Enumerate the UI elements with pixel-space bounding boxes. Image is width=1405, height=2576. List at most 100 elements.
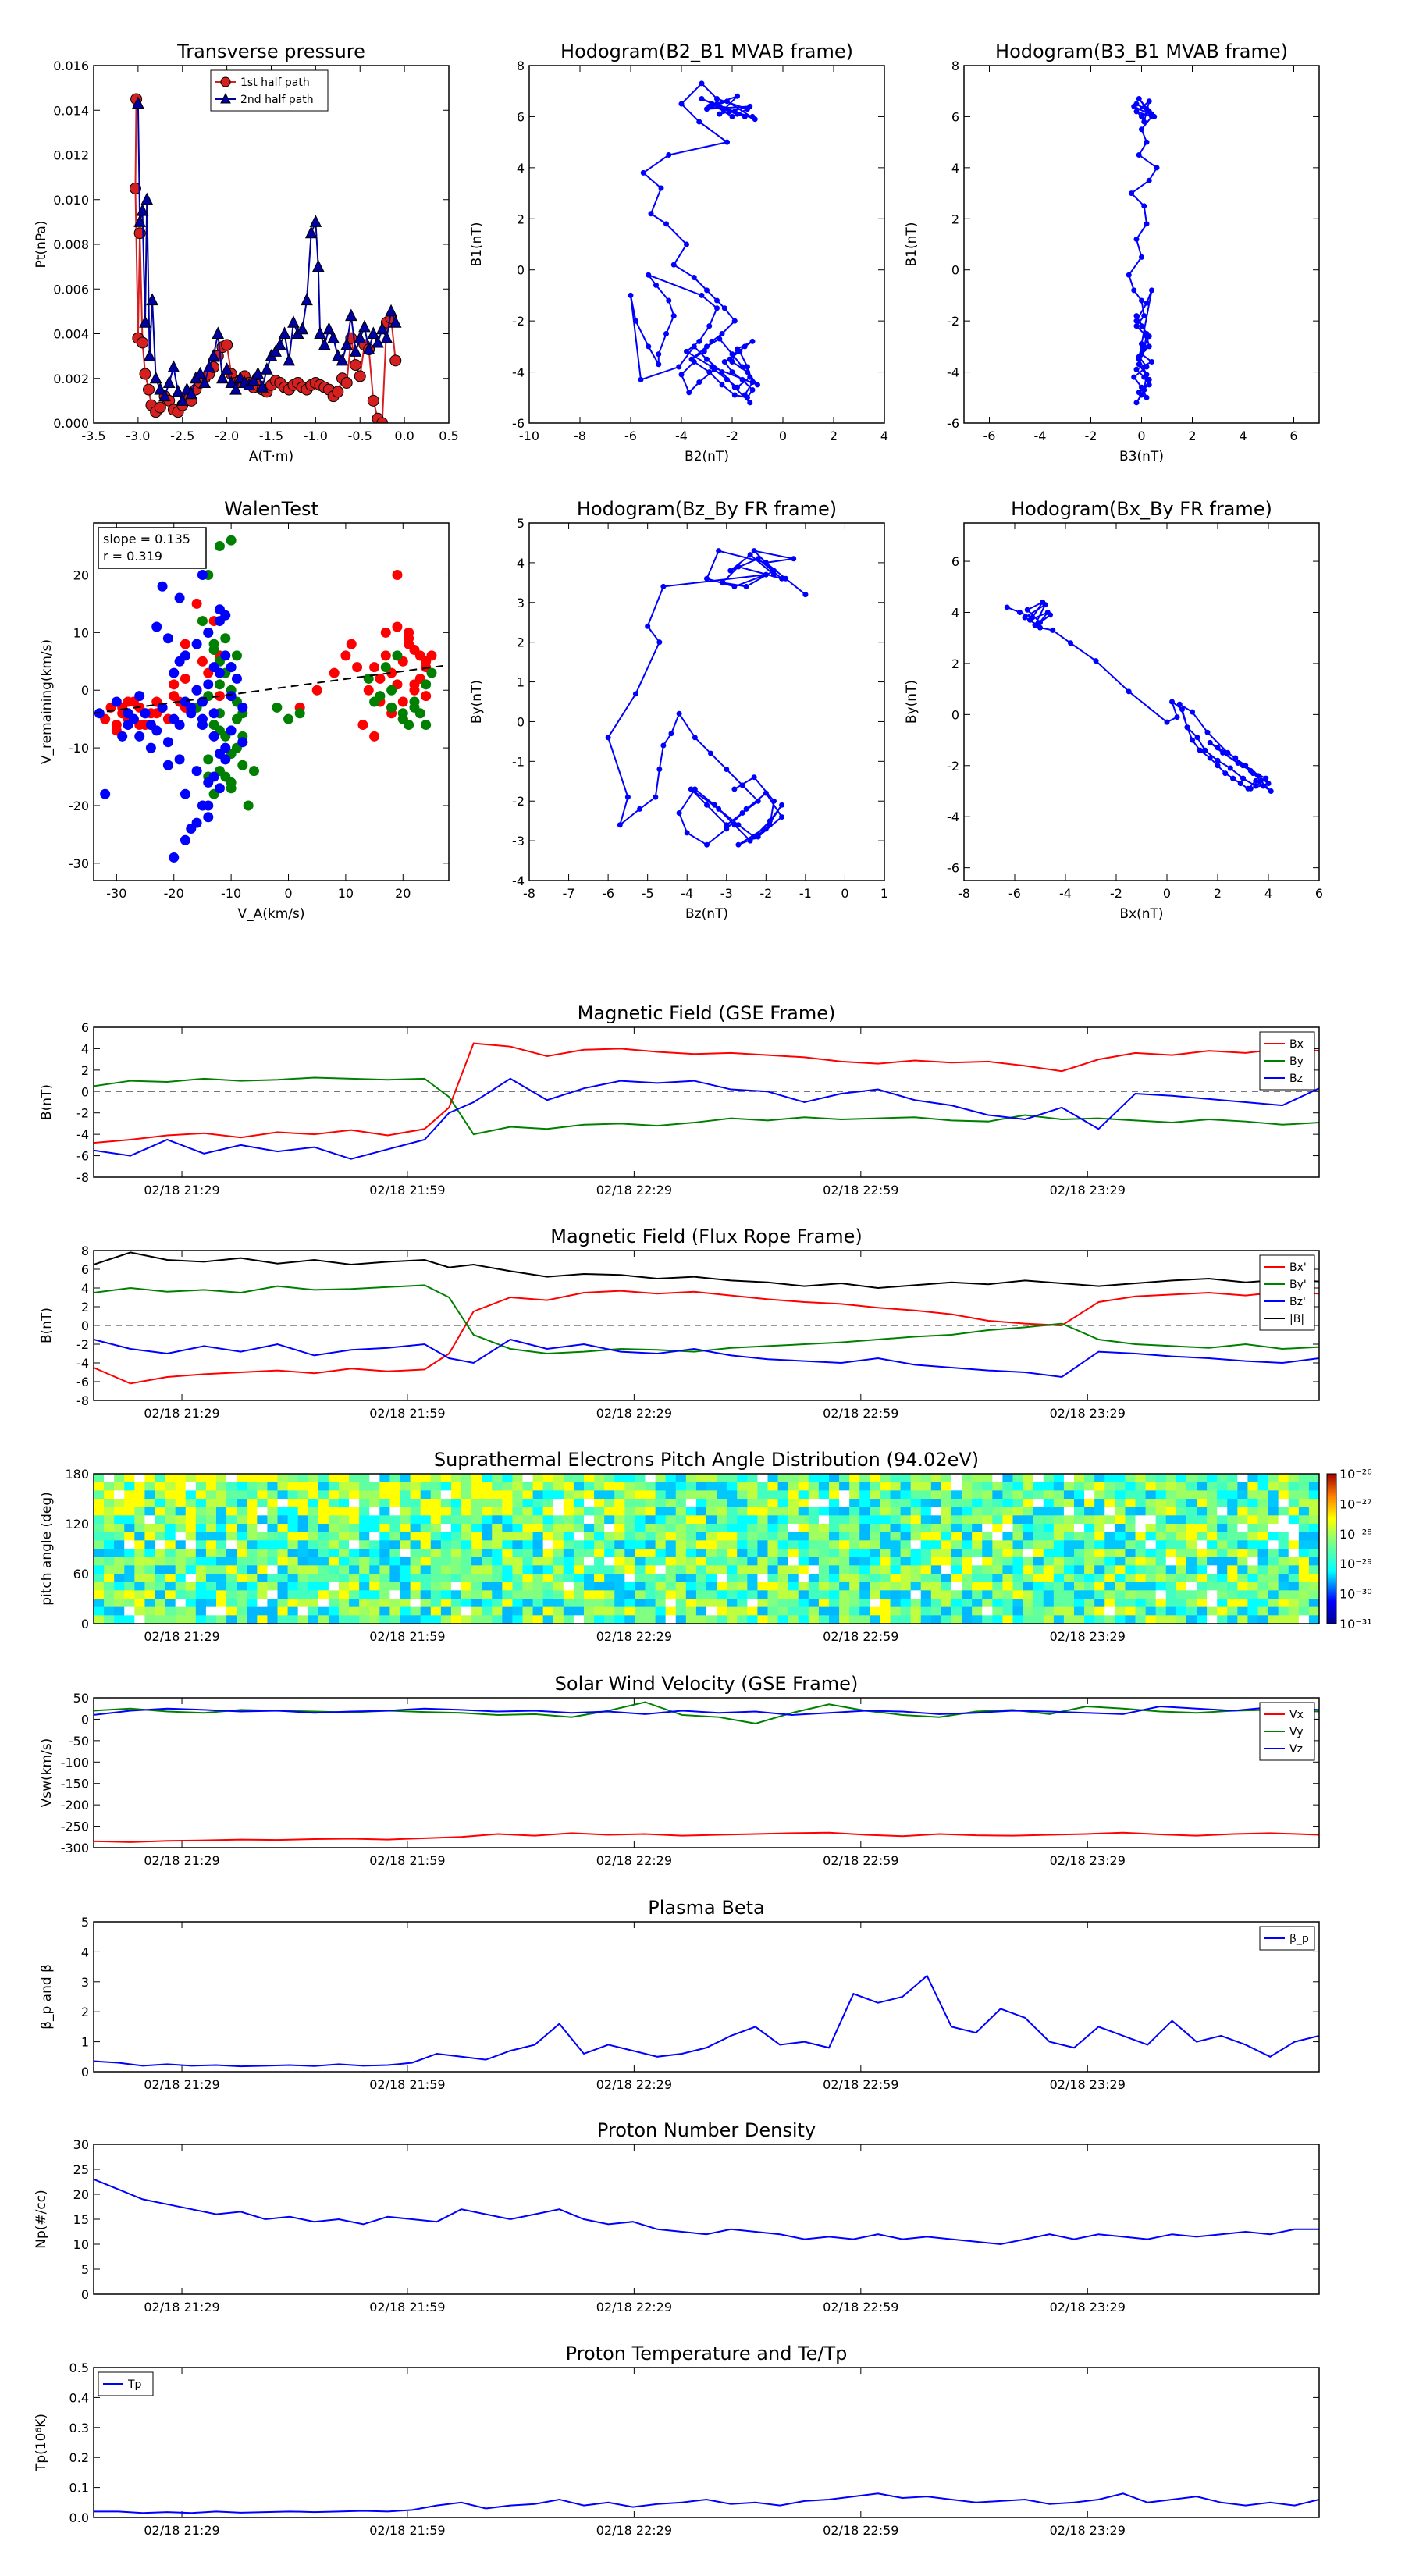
heatmap-cell	[1125, 1606, 1136, 1616]
heatmap-cell	[635, 1549, 646, 1558]
heatmap-cell	[717, 1532, 727, 1541]
heatmap-cell	[185, 1524, 197, 1533]
heatmap-cell	[1043, 1507, 1055, 1516]
heatmap-cell	[450, 1582, 462, 1591]
heatmap-cell	[951, 1524, 962, 1533]
heatmap-cell	[1268, 1615, 1279, 1624]
data-point	[755, 382, 760, 388]
heatmap-cell	[1268, 1499, 1279, 1508]
heatmap-cell	[308, 1590, 319, 1599]
heatmap-cell	[359, 1482, 370, 1491]
data-point	[340, 650, 351, 661]
heatmap-cell	[339, 1507, 350, 1516]
heatmap-cell	[604, 1507, 615, 1516]
heatmap-cell	[114, 1615, 125, 1624]
heatmap-cell	[695, 1524, 707, 1533]
data-point	[269, 344, 282, 357]
heatmap-cell	[685, 1474, 697, 1483]
heatmap-cell	[757, 1499, 768, 1508]
heatmap-cell	[849, 1549, 860, 1558]
heatmap-cell	[440, 1615, 452, 1624]
heatmap-cell	[124, 1590, 135, 1599]
data-point	[1174, 714, 1180, 720]
heatmap-cell	[471, 1557, 482, 1566]
heatmap-cell	[165, 1490, 176, 1500]
data-point	[1184, 724, 1190, 731]
legend-label: Tp	[127, 2379, 142, 2391]
heatmap-cell	[1023, 1540, 1034, 1550]
heatmap-cell	[645, 1599, 656, 1608]
heatmap-cell	[1145, 1606, 1157, 1616]
heatmap-cell	[788, 1499, 799, 1508]
heatmap-cell	[492, 1474, 503, 1483]
heatmap-cell	[972, 1507, 983, 1516]
heatmap-cell	[1063, 1474, 1075, 1483]
heatmap-cell	[185, 1474, 197, 1483]
heatmap-cell	[1002, 1499, 1013, 1508]
heatmap-cell	[972, 1540, 983, 1550]
y-axis-label: By(nT)	[904, 680, 919, 724]
heatmap-cell	[1308, 1549, 1319, 1558]
heatmap-cell	[604, 1582, 615, 1591]
data-point	[256, 380, 269, 393]
heatmap-cell	[951, 1474, 962, 1483]
heatmap-cell	[471, 1574, 482, 1583]
heatmap-cell	[757, 1582, 768, 1591]
heatmap-cell	[870, 1515, 880, 1525]
heatmap-cell	[1155, 1557, 1167, 1566]
heatmap-cell	[695, 1557, 707, 1566]
heatmap-cell	[339, 1474, 350, 1483]
heatmap-cell	[1227, 1565, 1238, 1574]
heatmap-cell	[685, 1606, 697, 1616]
heatmap-cell	[1074, 1599, 1085, 1608]
heatmap-cell	[992, 1532, 1003, 1541]
heatmap-cell	[1104, 1574, 1115, 1583]
heatmap-cell	[318, 1540, 329, 1550]
heatmap-cell	[277, 1549, 289, 1558]
heatmap-cell	[737, 1540, 748, 1550]
heatmap-cell	[1308, 1515, 1319, 1525]
heatmap-cell	[788, 1582, 799, 1591]
data-point	[724, 139, 730, 145]
heatmap-cell	[573, 1582, 585, 1591]
heatmap-cell	[522, 1574, 534, 1583]
heatmap-cell	[1053, 1599, 1065, 1608]
heatmap-cell	[777, 1549, 789, 1558]
heatmap-cell	[737, 1490, 748, 1500]
data-point	[174, 754, 185, 765]
heatmap-cell	[1237, 1557, 1248, 1566]
heatmap-cell	[1115, 1549, 1126, 1558]
heatmap-cell	[349, 1482, 360, 1491]
heatmap-cell	[1155, 1507, 1167, 1516]
heatmap-cell	[440, 1599, 452, 1608]
heatmap-cell	[1197, 1532, 1208, 1541]
data-point	[363, 685, 374, 696]
heatmap-cell	[1186, 1524, 1197, 1533]
heatmap-cell	[695, 1590, 707, 1599]
heatmap-cell	[695, 1615, 707, 1624]
heatmap-cell	[1023, 1507, 1034, 1516]
heatmap-cell	[1197, 1599, 1208, 1608]
heatmap-cell	[144, 1515, 155, 1525]
heatmap-cell	[624, 1524, 635, 1533]
data-point	[354, 370, 366, 382]
heatmap-cell	[1155, 1574, 1167, 1583]
heatmap-cell	[839, 1532, 850, 1541]
data-point	[203, 754, 214, 765]
heatmap-cell	[941, 1474, 952, 1483]
heatmap-cell	[1207, 1482, 1218, 1491]
data-point	[385, 304, 397, 317]
heatmap-cell	[389, 1582, 400, 1591]
heatmap-cell	[553, 1565, 564, 1574]
x-tick-label: -5	[642, 886, 654, 901]
data-point	[404, 627, 414, 638]
heatmap-cell	[512, 1590, 523, 1599]
heatmap-cell	[808, 1582, 820, 1591]
heatmap-cell	[1033, 1574, 1044, 1583]
heatmap-cell	[1012, 1507, 1024, 1516]
heatmap-cell	[604, 1499, 615, 1508]
heatmap-cell	[604, 1615, 615, 1624]
heatmap-cell	[1155, 1582, 1167, 1591]
heatmap-cell	[1176, 1490, 1187, 1500]
data-point	[656, 767, 663, 773]
